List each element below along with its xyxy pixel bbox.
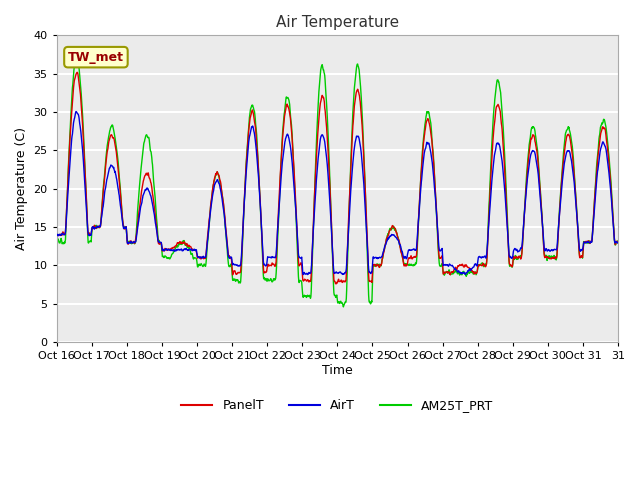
- AirT: [553, 247, 561, 253]
- AirT: [53, 232, 61, 238]
- AirT: [470, 263, 478, 268]
- Y-axis label: Air Temperature (C): Air Temperature (C): [15, 127, 28, 250]
- AirT: [313, 173, 321, 179]
- AM25T_PRT: [470, 270, 478, 276]
- AirT: [141, 188, 148, 194]
- PanelT: [53, 232, 61, 238]
- AirT: [323, 162, 331, 168]
- AM25T_PRT: [141, 136, 148, 142]
- PanelT: [470, 271, 478, 276]
- AM25T_PRT: [72, 56, 80, 62]
- PanelT: [312, 156, 320, 161]
- PanelT: [332, 281, 340, 287]
- PanelT: [553, 255, 561, 261]
- Legend: PanelT, AirT, AM25T_PRT: PanelT, AirT, AM25T_PRT: [176, 394, 499, 417]
- Title: Air Temperature: Air Temperature: [276, 15, 399, 30]
- PanelT: [614, 239, 622, 245]
- AM25T_PRT: [323, 108, 331, 114]
- PanelT: [141, 173, 148, 179]
- Line: AM25T_PRT: AM25T_PRT: [57, 59, 618, 307]
- Line: AirT: AirT: [57, 111, 618, 275]
- AM25T_PRT: [607, 186, 615, 192]
- Text: TW_met: TW_met: [68, 51, 124, 64]
- PanelT: [74, 70, 81, 75]
- AM25T_PRT: [340, 304, 348, 310]
- PanelT: [607, 192, 615, 197]
- AM25T_PRT: [53, 241, 61, 247]
- AM25T_PRT: [553, 255, 561, 261]
- Line: PanelT: PanelT: [57, 72, 618, 284]
- X-axis label: Time: Time: [322, 364, 353, 377]
- AirT: [300, 272, 307, 277]
- AM25T_PRT: [312, 141, 320, 147]
- AirT: [607, 196, 615, 202]
- AM25T_PRT: [614, 238, 622, 244]
- AirT: [614, 240, 622, 246]
- PanelT: [323, 130, 331, 135]
- AirT: [72, 108, 80, 114]
